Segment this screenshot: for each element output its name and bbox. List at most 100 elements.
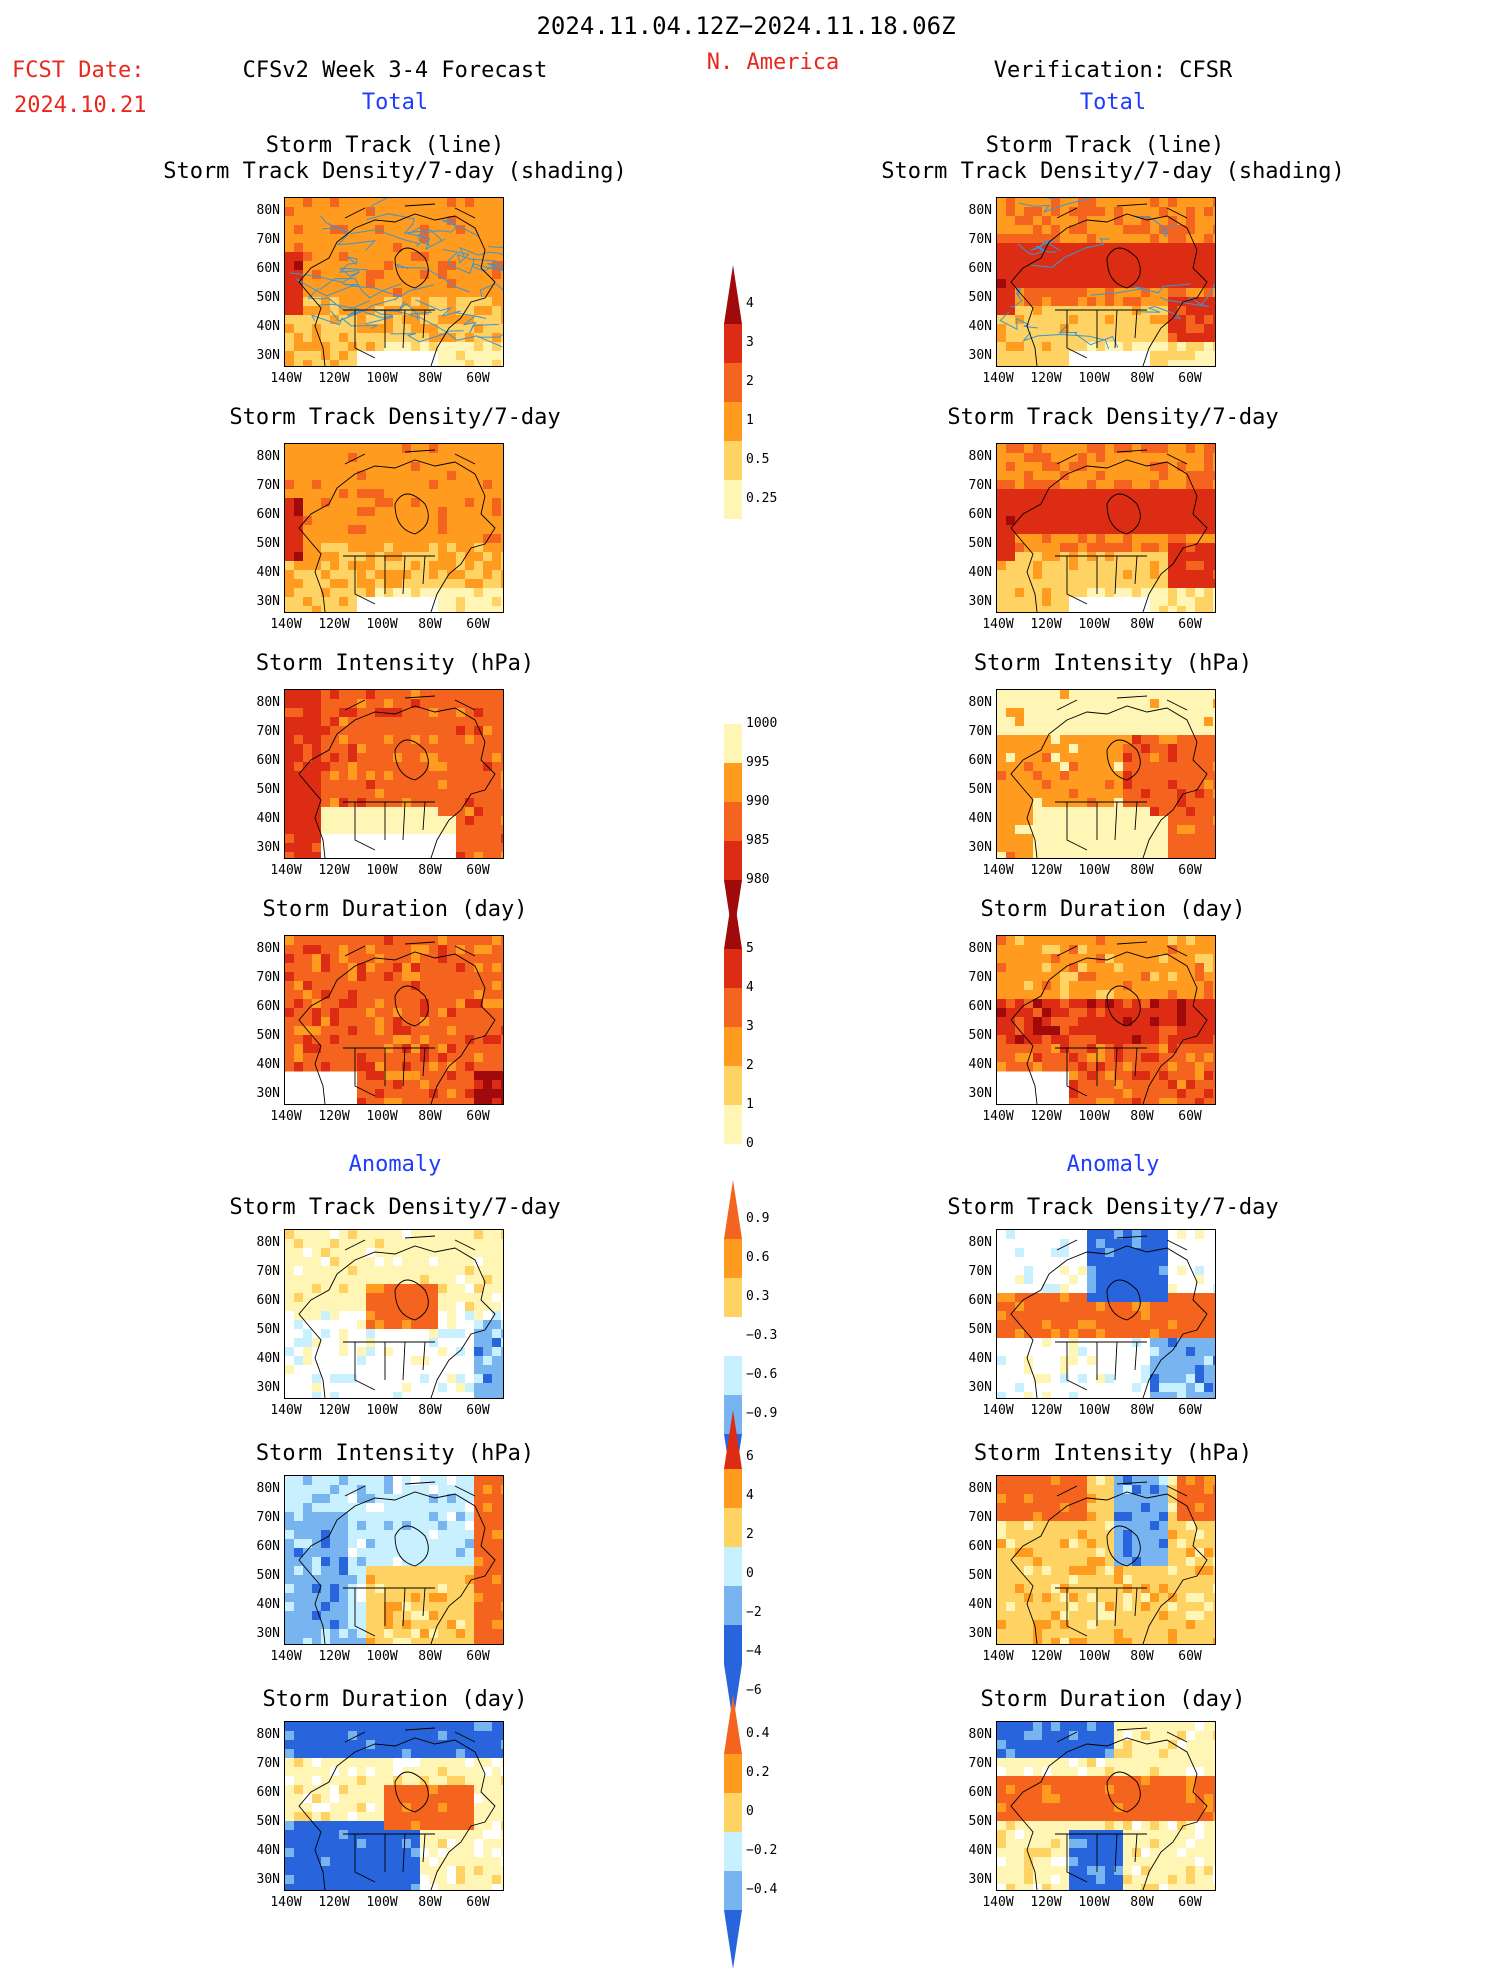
colorbar-total-density-swatch: [724, 480, 742, 519]
left-intensity-lat-tick: 80N: [256, 695, 280, 710]
colorbar-anom-density-swatch: [724, 1317, 742, 1356]
left-density-lat-tick: 40N: [256, 565, 280, 580]
right-anom-duration-lon-tick: 120W: [1030, 1895, 1062, 1910]
left-anom-duration-lon-tick: 140W: [270, 1895, 302, 1910]
colorbar-total-duration-swatch: [724, 949, 742, 988]
right-track-lon-tick: 120W: [1030, 371, 1062, 386]
left-density-shading: [285, 444, 503, 612]
left-density-lon-tick: 60W: [466, 617, 490, 632]
left-duration-lon-tick: 60W: [466, 1109, 490, 1124]
colorbar-anom-duration-label: 0: [746, 1804, 754, 1819]
right-intensity-lon-tick: 140W: [982, 863, 1014, 878]
right-anom-density-shading: [997, 1230, 1215, 1398]
left-anom-density-lat-tick: 80N: [256, 1235, 280, 1250]
left-intensity-lat-tick: 40N: [256, 811, 280, 826]
colorbar-total-intensity-swatch: [724, 724, 742, 763]
colorbar-anom-intensity-label: −4: [746, 1644, 762, 1659]
left-anom-density-lon-tick: 60W: [466, 1403, 490, 1418]
left-duration-lon-tick: 120W: [318, 1109, 350, 1124]
right-intensity-plot: [997, 690, 1215, 858]
right-intensity-lon-tick: 80W: [1130, 863, 1154, 878]
right-anom-intensity-lat-tick: 30N: [968, 1626, 992, 1641]
left-intensity-map: [284, 689, 504, 859]
right-track-plot: [997, 198, 1215, 366]
left-anom-density-plot: [285, 1230, 503, 1398]
right-intensity-lon-tick: 120W: [1030, 863, 1062, 878]
right-anom-duration-lat-tick: 80N: [968, 1727, 992, 1742]
section-anomaly-left: Anomaly: [348, 1152, 442, 1177]
left-density-lon-tick: 140W: [270, 617, 302, 632]
left-anom-intensity-lat-tick: 30N: [256, 1626, 280, 1641]
left-anom-intensity-map: [284, 1475, 504, 1645]
left-density-lat-tick: 80N: [256, 449, 280, 464]
section-anomaly-right: Anomaly: [1066, 1152, 1160, 1177]
left-anom-intensity-coastline: [298, 1481, 496, 1644]
right-anom-intensity-lat-tick: 80N: [968, 1481, 992, 1496]
colorbar-anom-duration-label: −0.4: [746, 1882, 778, 1897]
colorbar-total-density-swatch: [724, 265, 742, 324]
right-anom-duration-lon-tick: 80W: [1130, 1895, 1154, 1910]
colorbar-total-intensity-swatch: [724, 763, 742, 802]
left-anom-intensity-shading: [285, 1476, 503, 1644]
left-density-title: Storm Track Density/7-day: [229, 405, 561, 430]
colorbar-anom-duration-swatch: [724, 1832, 742, 1871]
right-anom-duration-lon-tick: 60W: [1178, 1895, 1202, 1910]
right-density-coastline: [1010, 449, 1208, 612]
left-anom-intensity-lon-tick: 100W: [366, 1649, 398, 1664]
right-anom-intensity-lon-tick: 80W: [1130, 1649, 1154, 1664]
right-duration-lon-tick: 120W: [1030, 1109, 1062, 1124]
right-intensity-title: Storm Intensity (hPa): [973, 651, 1253, 676]
colorbar-total-intensity-svg: [724, 685, 742, 939]
colorbar-total-duration-svg: [724, 890, 742, 1183]
colorbar-anom-intensity-swatch: [724, 1547, 742, 1586]
right-anom-intensity-lat-tick: 40N: [968, 1597, 992, 1612]
left-duration-lat-tick: 40N: [256, 1057, 280, 1072]
right-density-lon-tick: 120W: [1030, 617, 1062, 632]
right-duration-lon-tick: 80W: [1130, 1109, 1154, 1124]
right-track-shading: [997, 198, 1215, 366]
right-intensity-shading: [997, 690, 1215, 858]
right-density-lat-tick: 60N: [968, 507, 992, 522]
left-anom-duration-lat-tick: 40N: [256, 1843, 280, 1858]
colorbar-anom-intensity-label: 6: [746, 1449, 754, 1464]
right-duration-plot: [997, 936, 1215, 1104]
right-track-map: [996, 197, 1216, 367]
colorbar-anom-duration-label: −0.2: [746, 1843, 778, 1858]
left-anom-density-coastline: [298, 1235, 496, 1398]
colorbar-total-duration-swatch: [724, 988, 742, 1027]
left-density-lat-tick: 50N: [256, 536, 280, 551]
right-anom-duration-lat-tick: 70N: [968, 1756, 992, 1771]
right-track-lat-tick: 40N: [968, 319, 992, 334]
right-anom-intensity-lat-tick: 70N: [968, 1510, 992, 1525]
left-track-track-lines: [290, 198, 503, 348]
colorbar-total-duration-swatch: [724, 1027, 742, 1066]
left-duration-plot: [285, 936, 503, 1104]
right-anom-duration-shading: [997, 1722, 1215, 1890]
right-duration-shading: [997, 936, 1215, 1104]
left-anom-duration-lon-tick: 60W: [466, 1895, 490, 1910]
left-track-coastline: [298, 203, 496, 366]
right-track-track-lines: [999, 198, 1215, 350]
right-duration-lat-tick: 80N: [968, 941, 992, 956]
left-anom-density-lon-tick: 120W: [318, 1403, 350, 1418]
right-intensity-lon-tick: 100W: [1078, 863, 1110, 878]
right-anom-intensity-shading: [997, 1476, 1215, 1644]
right-duration-lon-tick: 60W: [1178, 1109, 1202, 1124]
right-duration-lat-tick: 50N: [968, 1028, 992, 1043]
colorbar-total-density-label: 4: [746, 296, 754, 311]
colorbar-total-density-swatch: [724, 363, 742, 402]
right-anom-density-coastline: [1010, 1235, 1208, 1398]
colorbar-anom-intensity-swatch: [724, 1586, 742, 1625]
left-track-lat-tick: 80N: [256, 203, 280, 218]
section-total-right: Total: [1079, 90, 1147, 115]
right-intensity-lat-tick: 50N: [968, 782, 992, 797]
left-intensity-lat-tick: 70N: [256, 724, 280, 739]
right-track-lon-tick: 140W: [982, 371, 1014, 386]
colorbar-anom-duration-label: 0.2: [746, 1765, 770, 1780]
right-density-title: Storm Track Density/7-day: [947, 405, 1279, 430]
right-density-lat-tick: 40N: [968, 565, 992, 580]
left-density-lat-tick: 30N: [256, 594, 280, 609]
right-track-lat-tick: 60N: [968, 261, 992, 276]
colorbar-total-density-svg: [724, 265, 742, 558]
right-anom-intensity-title: Storm Intensity (hPa): [973, 1441, 1253, 1466]
